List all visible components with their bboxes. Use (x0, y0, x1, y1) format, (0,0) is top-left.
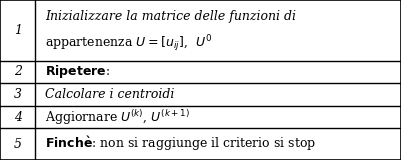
Text: 3: 3 (14, 88, 22, 101)
Text: 1: 1 (14, 24, 22, 37)
Text: Inizializzare la matrice delle funzioni di: Inizializzare la matrice delle funzioni … (45, 10, 296, 24)
Text: 5: 5 (14, 138, 22, 151)
Text: Aggiornare $U^{(k)}$, $U^{(k+1)}$: Aggiornare $U^{(k)}$, $U^{(k+1)}$ (45, 108, 190, 127)
Text: $\mathbf{Finch\grave{e}}$: non si raggiunge il criterio si stop: $\mathbf{Finch\grave{e}}$: non si raggiu… (45, 135, 316, 153)
Text: appartenenza $U = [u_{ij}]$,  $U^0$: appartenenza $U = [u_{ij}]$, $U^0$ (45, 33, 213, 54)
Text: 2: 2 (14, 65, 22, 78)
Text: Calcolare i centroidi: Calcolare i centroidi (45, 88, 175, 101)
Text: $\mathbf{Ripetere}$:: $\mathbf{Ripetere}$: (45, 63, 111, 80)
Text: 4: 4 (14, 111, 22, 124)
